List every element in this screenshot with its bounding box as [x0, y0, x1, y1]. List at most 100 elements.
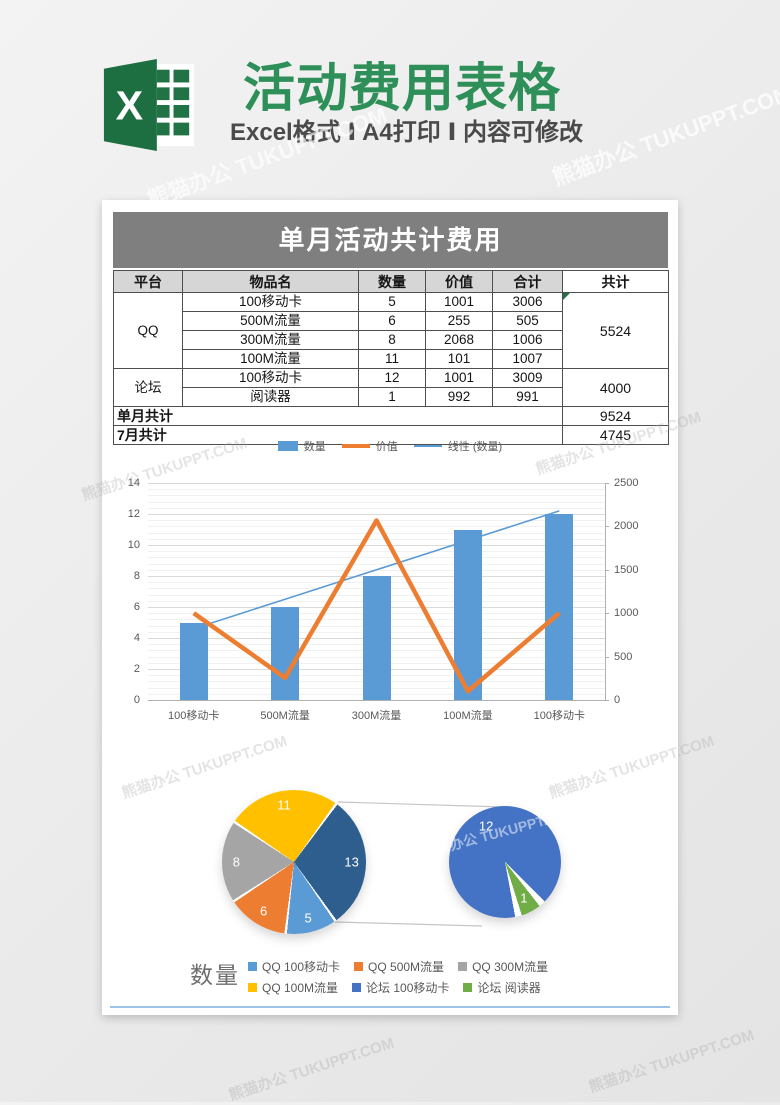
- qty-cell: 11: [358, 349, 426, 369]
- table-row: 300M流量 8 2068 1006: [114, 330, 669, 350]
- legend-item: 线性 (数量): [413, 438, 503, 454]
- pie-legend-item: QQ 300M流量: [458, 958, 548, 975]
- trendline-swatch: [413, 445, 442, 447]
- qty-cell: 12: [358, 368, 426, 388]
- pie-legend-item: 论坛 100移动卡: [352, 979, 449, 996]
- pie-legend-item: QQ 500M流量: [354, 958, 444, 975]
- sum-cell: 505: [492, 311, 563, 331]
- sum-cell: 1007: [492, 349, 563, 369]
- gridline: [148, 507, 605, 509]
- gridline: [148, 551, 605, 553]
- combo-chart-legend: 数量 价值 线性 (数量): [102, 438, 678, 454]
- legend-swatch: [352, 983, 362, 992]
- legend-label: 论坛 阅读器: [477, 981, 541, 995]
- legend-label: 线性 (数量): [447, 441, 503, 453]
- pie-legend-title: 数量: [190, 962, 240, 988]
- left-axis-label: 4: [133, 632, 140, 644]
- pie-legend-item: QQ 100移动卡: [248, 958, 340, 975]
- column-header: 平台: [113, 270, 183, 293]
- legend-swatch: [248, 962, 257, 971]
- value-cell: 101: [425, 349, 493, 369]
- total-value-cell: 9524: [562, 406, 669, 426]
- gridline: [148, 532, 605, 534]
- category-label: 100移动卡: [168, 710, 220, 722]
- left-axis-label: 0: [133, 694, 140, 706]
- qty-cell: 8: [358, 330, 426, 350]
- column-header: 共计: [562, 270, 669, 293]
- main-pie: [222, 790, 366, 934]
- banner-subtitle: Excel格式 Ⅰ A4打印 Ⅰ 内容可修改: [230, 119, 584, 146]
- pie-slice-label: 12: [478, 818, 494, 834]
- item-cell: 阅读器: [182, 387, 359, 407]
- legend-label: QQ 300M流量: [472, 960, 549, 974]
- value-cell: 255: [425, 311, 493, 331]
- group-total-cell: 4000: [562, 368, 669, 407]
- worksheet-preview: 单月活动共计费用 平台 物品名 数量 价值 合计 共计 QQ 100移动卡 5 1001 3006…: [102, 200, 678, 1015]
- gridline: [148, 501, 605, 503]
- left-axis-label: 6: [133, 601, 140, 613]
- table-row: 论坛 100移动卡 12 1001 3009 4000: [113, 368, 669, 407]
- column-header: 数量: [358, 270, 426, 293]
- left-axis-label: 8: [133, 570, 140, 582]
- line-series-svg: [192, 510, 561, 694]
- legend-item: 价值: [341, 438, 398, 454]
- excel-logo-letter: X: [116, 83, 144, 129]
- pie-legend: QQ 100移动卡 QQ 500M流量 QQ 300M流量 QQ 100M流量 论坛 1…: [248, 958, 578, 996]
- gridline: [148, 563, 605, 565]
- gridline: [148, 538, 605, 540]
- right-axis-label: 2000: [614, 520, 639, 533]
- platform-cell: 论坛: [113, 368, 183, 407]
- category-label: 100移动卡: [533, 710, 585, 722]
- category-label: 500M流量: [260, 710, 310, 722]
- pie-slice-label: 8: [232, 854, 241, 870]
- legend-label: QQ 100移动卡: [262, 960, 341, 974]
- right-axis-label: 1500: [614, 563, 639, 576]
- value-cell: 2068: [425, 330, 493, 350]
- bar-swatch: [277, 441, 298, 451]
- category-label: 300M流量: [351, 710, 402, 722]
- bar-300M流量: [362, 576, 391, 700]
- gridline: [148, 545, 605, 546]
- table-row: 阅读器 1 992 991: [114, 387, 669, 407]
- right-axis-label: 2500: [614, 477, 639, 489]
- pie-slice-label: 5: [304, 910, 312, 926]
- item-cell: 500M流量: [182, 311, 359, 331]
- legend-swatch: [248, 983, 257, 992]
- total-row: 7月共计 4745: [113, 425, 669, 445]
- legend-label: 论坛 100移动卡: [366, 981, 450, 995]
- pie-legend-item: QQ 100M流量: [248, 979, 338, 996]
- table-row: 100M流量 11 101 1007: [114, 349, 669, 369]
- right-axis-label: 1000: [614, 607, 639, 620]
- qty-cell: 5: [358, 292, 426, 312]
- bar-100移动卡: [545, 514, 574, 700]
- right-axis-line: [605, 483, 606, 700]
- left-axis-label: 10: [127, 539, 140, 551]
- expense-table-head: 平台 物品名 数量 价值 合计 共计: [113, 270, 669, 293]
- qty-cell: 1: [358, 387, 426, 407]
- item-cell: 100移动卡: [182, 292, 359, 312]
- legend-swatch: [354, 962, 364, 971]
- watermark-text: 熊猫办公 TUKUPPT.COM: [226, 1034, 397, 1105]
- line-swatch: [341, 443, 370, 449]
- value-cell: 992: [425, 387, 493, 407]
- legend-label: 价值: [375, 441, 398, 453]
- chart-bottom-border: [110, 1006, 670, 1008]
- secondary-pie: [449, 806, 561, 918]
- legend-item: 数量: [277, 438, 326, 454]
- sum-cell: 3006: [492, 292, 563, 312]
- item-cell: 300M流量: [182, 330, 359, 350]
- right-axis-label: 500: [614, 650, 633, 663]
- x-axis-line: [148, 700, 605, 701]
- total-value-cell: 4745: [562, 425, 669, 445]
- sum-cell: 1006: [492, 330, 563, 350]
- pie-of-pie-chart: 13 5 6 8 11 12 1: [102, 740, 678, 955]
- group-total-cell: 5524: [562, 292, 669, 369]
- gridline: [148, 526, 605, 528]
- legend-label: 数量: [303, 441, 326, 453]
- pie-slice-label: 13: [344, 854, 359, 870]
- left-axis-label: 12: [127, 508, 140, 520]
- sum-cell: 3009: [492, 368, 563, 388]
- category-label: 100M流量: [443, 710, 493, 722]
- column-header: 物品名: [182, 270, 359, 293]
- qty-cell: 6: [358, 311, 426, 331]
